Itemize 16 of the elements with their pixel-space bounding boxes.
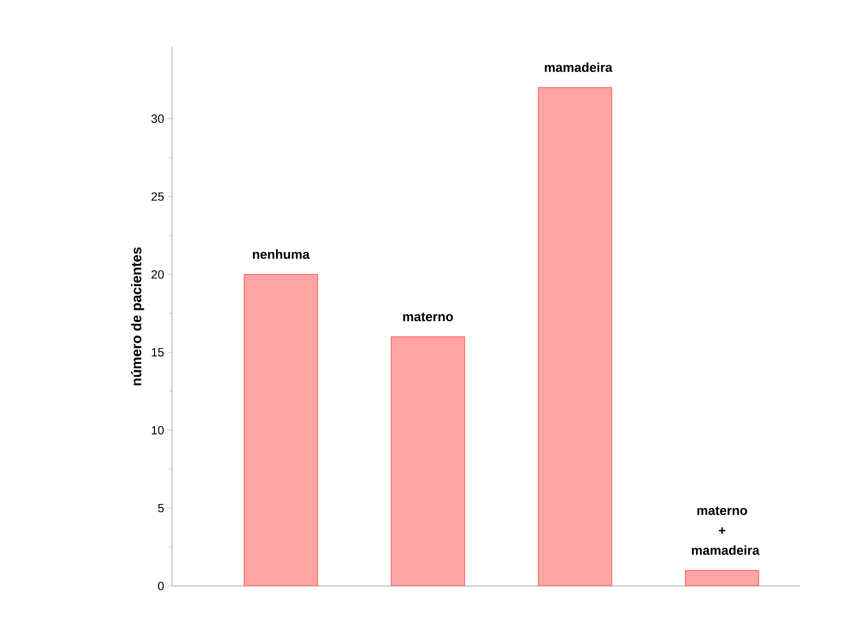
y-tick-label: 20 bbox=[152, 270, 164, 279]
bar bbox=[390, 336, 465, 586]
x-tick-label: materno + mamadeira bbox=[692, 506, 760, 555]
y-tick-label: 15 bbox=[152, 348, 164, 356]
bar bbox=[244, 274, 318, 586]
y-tick-label: 5 bbox=[158, 504, 164, 512]
x-tick-label: mamadeira bbox=[544, 62, 612, 72]
bar bbox=[685, 570, 760, 586]
y-tick-label: 0 bbox=[158, 582, 164, 590]
x-tick-label: nenhuma bbox=[252, 249, 310, 259]
y-axis-title: número de pacientes bbox=[130, 247, 144, 386]
x-tick-label: materno bbox=[403, 312, 453, 322]
y-tick-label: 30 bbox=[151, 114, 164, 123]
y-tick-label: 10 bbox=[152, 426, 164, 434]
bar bbox=[538, 87, 612, 586]
y-tick-label: 25 bbox=[152, 192, 164, 201]
